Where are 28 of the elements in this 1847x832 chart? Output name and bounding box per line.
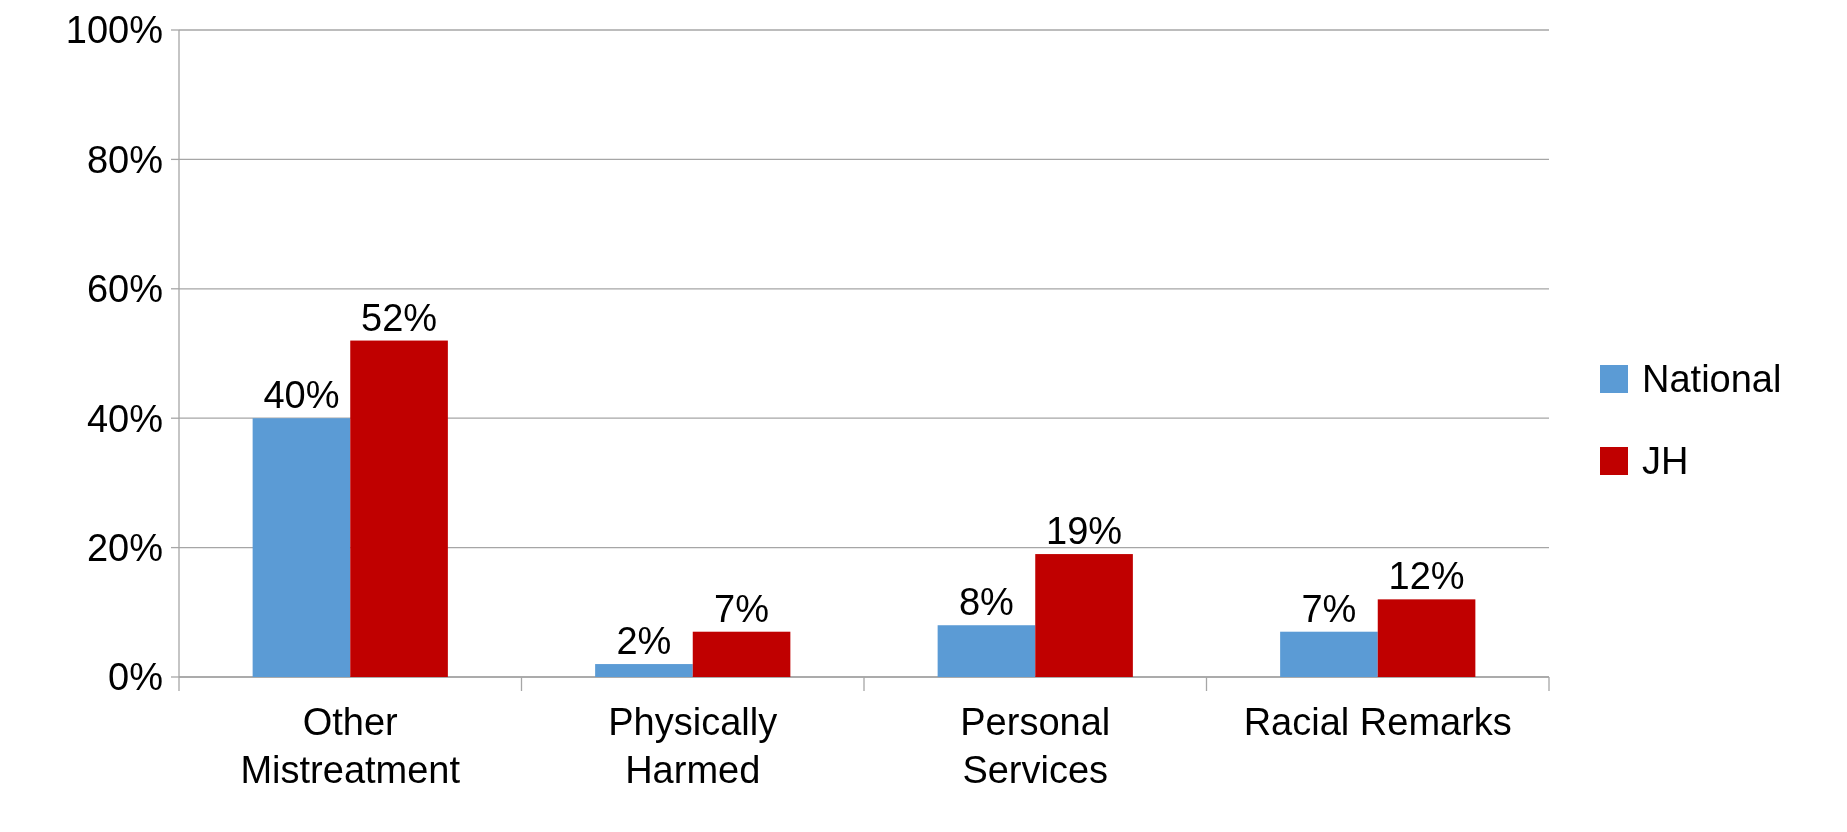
data-label: 40% bbox=[263, 374, 340, 417]
bar bbox=[595, 664, 693, 677]
bar bbox=[1035, 554, 1133, 677]
legend-label: JH bbox=[1642, 440, 1689, 483]
y-tick-label: 0% bbox=[108, 656, 163, 699]
x-tick-label: Personal Services bbox=[960, 701, 1111, 791]
data-label: 2% bbox=[616, 620, 672, 663]
data-label: 7% bbox=[1301, 587, 1357, 630]
data-label: 7% bbox=[714, 587, 770, 630]
data-label: 52% bbox=[361, 296, 438, 339]
data-label: 8% bbox=[958, 581, 1014, 624]
bar bbox=[937, 625, 1036, 677]
y-tick-label: 20% bbox=[86, 526, 163, 569]
y-tick-label: 40% bbox=[86, 397, 163, 440]
y-tick-label: 60% bbox=[86, 268, 163, 311]
bar bbox=[1280, 631, 1378, 677]
bar bbox=[252, 418, 351, 677]
bar bbox=[692, 631, 791, 677]
legend-label: National bbox=[1642, 358, 1782, 401]
bar bbox=[350, 340, 448, 677]
x-tick-label: Other Mistreatment bbox=[240, 701, 461, 791]
x-tick-label: Physically Harmed bbox=[608, 701, 778, 791]
y-tick-label: 80% bbox=[86, 138, 163, 181]
data-label: 12% bbox=[1388, 555, 1465, 598]
data-label: 19% bbox=[1046, 510, 1123, 553]
bar bbox=[1377, 599, 1476, 677]
y-tick-label: 100% bbox=[65, 9, 163, 52]
x-tick-label: Racial Remarks bbox=[1243, 701, 1512, 743]
